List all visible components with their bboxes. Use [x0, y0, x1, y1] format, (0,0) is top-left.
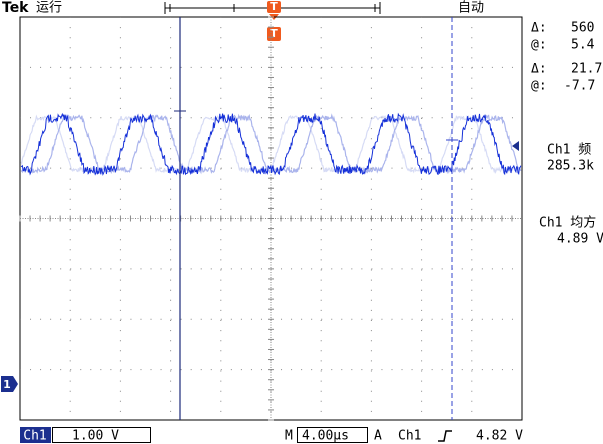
measurement-value: 285.3k	[547, 159, 594, 174]
footer: Ch1 1.00 V M 4.00µs A Ch1 4.82 V	[20, 427, 523, 444]
trigger-level: 4.82 V	[476, 429, 523, 444]
trigger-channel: Ch1	[398, 429, 421, 444]
trigger-position: T T	[267, 0, 281, 41]
time-div: 4.00µs	[302, 429, 349, 444]
footer-m: M	[285, 429, 293, 444]
edge-icon	[438, 430, 452, 442]
readout-value: 560	[571, 21, 594, 36]
volts-div: 1.00 V	[72, 429, 119, 444]
readout-value: -7.7	[564, 79, 595, 94]
trigger-level	[512, 141, 519, 151]
acq-mode: 自动	[458, 1, 484, 16]
run-status: 运行	[36, 1, 62, 16]
measurement-label: Ch1 频	[547, 143, 591, 158]
trace	[20, 114, 522, 175]
readout-label: @:	[531, 38, 547, 53]
channel-marker: 1	[1, 376, 18, 392]
footer-a: A	[374, 429, 382, 444]
readouts: Δ: 560 @: 5.4 Δ: 21.7 @: -7.7 Ch1 频 285.…	[531, 21, 603, 247]
readout-label: @:	[531, 79, 547, 94]
readout-value: 21.7	[571, 62, 602, 77]
trace	[20, 112, 522, 176]
brand: Tek	[2, 0, 29, 16]
measurement-value: 4.89 V	[557, 232, 603, 247]
readout-label: Δ:	[531, 21, 547, 36]
measurement-label: Ch1 均方	[539, 215, 596, 231]
trace	[20, 113, 522, 175]
trigger-marker: T	[270, 27, 278, 40]
trigger-marker-top: T	[270, 0, 278, 13]
readout-value: 5.4	[571, 38, 595, 53]
readout-label: Δ:	[531, 62, 547, 77]
footer-channel: Ch1	[23, 429, 46, 444]
graticule	[19, 16, 523, 421]
waveform	[20, 112, 522, 176]
channel-marker-label: 1	[3, 378, 11, 391]
